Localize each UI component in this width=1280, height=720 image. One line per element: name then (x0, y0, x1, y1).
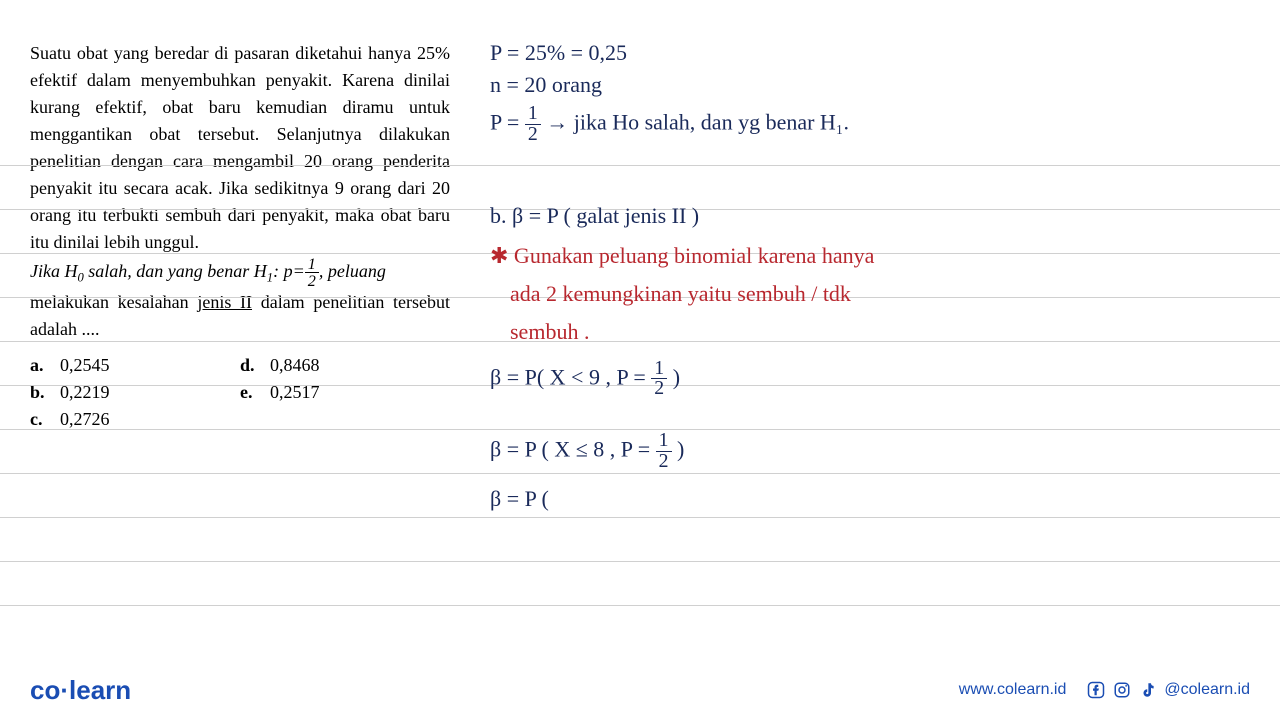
hw3-den: 2 (525, 125, 541, 145)
opt-a-label: a. (30, 355, 60, 376)
hyp-h0: H (64, 261, 77, 281)
options-grid: a. 0,2545 b. 0,2219 c. 0,2726 d. 0,8468 (30, 355, 450, 436)
hyp-mid: salah, dan yang benar (84, 261, 254, 281)
option-d[interactable]: d. 0,8468 (240, 355, 420, 376)
footer-right: www.colearn.id @colearn.id (959, 680, 1250, 700)
eq1-frac: 12 (651, 359, 667, 400)
footer-handle[interactable]: @colearn.id (1164, 681, 1250, 699)
hw3-frac: 12 (525, 104, 541, 145)
hypothesis-line: Jika H0 salah, dan yang benar H1: p=12, … (30, 256, 450, 289)
eq2-den: 2 (656, 452, 672, 472)
problem-body: Suatu obat yang beredar di pasaran diket… (30, 40, 450, 256)
handwriting-column: P = 25% = 0,25 n = 20 orang P = 12 → jik… (470, 40, 1250, 650)
hyp-prefix: Jika (30, 261, 64, 281)
hw-eq-1: β = P( X < 9 , P = 12 ) (490, 359, 1250, 400)
options-col-1: a. 0,2545 b. 0,2219 c. 0,2726 (30, 355, 240, 436)
problem-column: Suatu obat yang beredar di pasaran diket… (30, 40, 470, 650)
eq2-b: ) (672, 437, 685, 462)
hyp-suffix: , peluang (319, 261, 386, 281)
social-icons: @colearn.id (1086, 680, 1250, 700)
option-a[interactable]: a. 0,2545 (30, 355, 240, 376)
footer-url[interactable]: www.colearn.id (959, 681, 1067, 699)
hyp-eq: = (293, 261, 305, 281)
hyp-h1: H (254, 261, 267, 281)
hw3-a: P = (490, 109, 525, 134)
ruled-area: b. β = P ( galat jenis II ) ✱ Gunakan pe… (490, 165, 1250, 512)
facebook-icon[interactable] (1086, 680, 1106, 700)
eq1-num: 1 (651, 359, 667, 380)
hw-eq-2: β = P ( X ≤ 8 , P = 12 ) (490, 431, 1250, 472)
footer: co·learn www.colearn.id @colearn.id (0, 660, 1280, 720)
eq2-num: 1 (656, 431, 672, 452)
handwriting-top: P = 25% = 0,25 n = 20 orang P = 12 → jik… (490, 40, 1250, 145)
underline-jenis: jenis II (197, 292, 252, 312)
opt-c-label: c. (30, 409, 60, 430)
eq2-frac: 12 (656, 431, 672, 472)
handwriting-work: b. β = P ( galat jenis II ) ✱ Gunakan pe… (490, 165, 1250, 512)
hyp-colon: : (273, 261, 284, 281)
eq2-a: β = P ( X ≤ 8 , P = (490, 437, 656, 462)
hw-line-2: n = 20 orang (490, 72, 1250, 98)
hyp-frac-num: 1 (305, 256, 319, 273)
tiktok-icon[interactable] (1138, 680, 1158, 700)
options-col-2: d. 0,8468 e. 0,2517 (240, 355, 420, 436)
brand-logo: co·learn (30, 675, 131, 706)
eq1-b: ) (667, 364, 680, 389)
hyp-p: p (284, 261, 293, 281)
hw-line-b: b. β = P ( galat jenis II ) (490, 203, 1250, 229)
opt-d-label: d. (240, 355, 270, 376)
opt-c-value: 0,2726 (60, 409, 110, 430)
hw-note-1: ✱ Gunakan peluang binomial karena hanya (490, 243, 1250, 269)
instagram-icon[interactable] (1112, 680, 1132, 700)
opt-a-value: 0,2545 (60, 355, 110, 376)
hw-note-3: sembuh . (490, 319, 1250, 345)
hw-eq-3: β = P ( (490, 486, 1250, 512)
option-c[interactable]: c. 0,2726 (30, 409, 240, 430)
problem-text: Suatu obat yang beredar di pasaran diket… (30, 40, 450, 343)
hw-note-2: ada 2 kemungkinan yaitu sembuh / tdk (490, 281, 1250, 307)
hw3-num: 1 (525, 104, 541, 125)
hyp-frac-den: 2 (305, 273, 319, 289)
opt-d-value: 0,8468 (270, 355, 320, 376)
hw-line-3: P = 12 → jika Ho salah, dan yg benar H₁. (490, 104, 1250, 145)
hw3-b: → jika Ho salah, dan yg benar H₁. (541, 109, 849, 134)
hyp-frac: 12 (305, 256, 319, 289)
eq1-den: 2 (651, 379, 667, 399)
eq1-a: β = P( X < 9 , P = (490, 364, 651, 389)
hw-line-1: P = 25% = 0,25 (490, 40, 1250, 66)
main-container: Suatu obat yang beredar di pasaran diket… (0, 0, 1280, 660)
